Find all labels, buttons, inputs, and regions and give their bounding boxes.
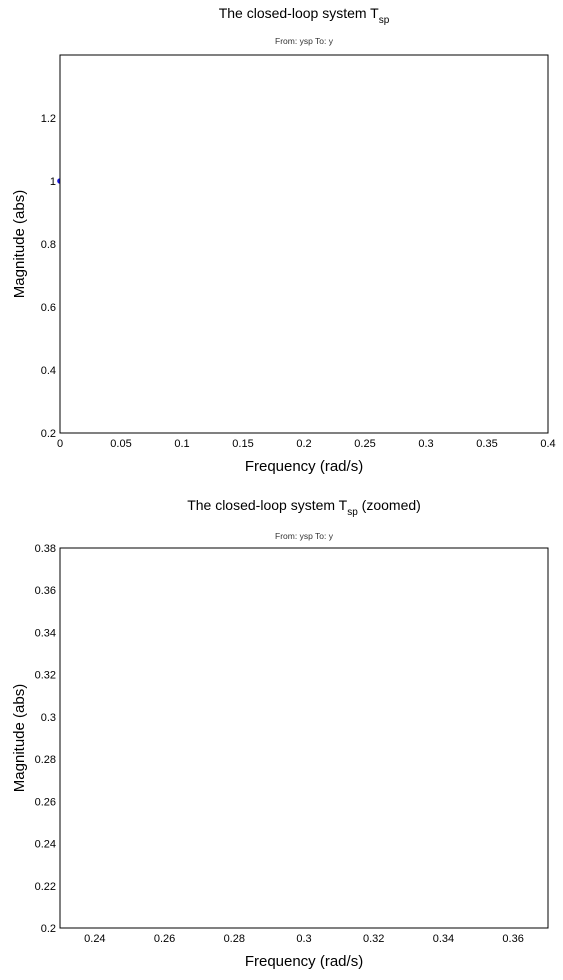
y-tick-label: 0.2 — [41, 428, 56, 440]
y-axis-label: Magnitude (abs) — [11, 684, 28, 792]
x-tick-label: 0.4 — [540, 438, 555, 450]
chart-title-main: The closed-loop system T — [219, 5, 379, 21]
y-tick-label: 0.3 — [41, 712, 56, 724]
io-label: From: ysp To: y — [275, 36, 334, 46]
x-axis-label: Frequency (rad/s) — [245, 458, 363, 475]
x-tick-label: 0.32 — [363, 933, 384, 945]
x-tick-label: 0.05 — [110, 438, 131, 450]
y-tick-label: 0.36 — [35, 585, 56, 597]
y-tick-label: 0.28 — [35, 754, 56, 766]
chart-title-main: The closed-loop system T — [187, 497, 347, 513]
chart-1: The closed-loop system Tsp From: ysp To: … — [11, 5, 556, 475]
y-tick-label: 1 — [50, 176, 56, 188]
y-tick-label: 0.38 — [35, 543, 56, 555]
y-tick-label: 0.8 — [41, 239, 56, 251]
y-tick-label: 1.2 — [41, 113, 56, 125]
chart-2: The closed-loop system Tsp (zoomed) From:… — [11, 497, 549, 970]
chart-title-subscript: sp — [347, 507, 358, 518]
plot-frame — [59, 54, 549, 434]
x-tick-label: 0.24 — [84, 933, 105, 945]
x-tick-label: 0.36 — [502, 933, 523, 945]
x-tick-label: 0.3 — [296, 933, 311, 945]
x-tick-label: 0 — [57, 438, 63, 450]
chart-title: The closed-loop system Tsp (zoomed) — [187, 497, 421, 518]
x-tick-label: 0.26 — [154, 933, 175, 945]
y-tick-label: 0.22 — [35, 881, 56, 893]
y-tick-label: 0.24 — [35, 839, 56, 851]
x-tick-label: 0.3 — [418, 438, 433, 450]
y-tick-label: 0.26 — [35, 796, 56, 808]
io-label: From: ysp To: y — [275, 531, 334, 541]
y-tick-label: 0.2 — [41, 923, 56, 935]
y-tick-label: 0.34 — [35, 627, 56, 639]
x-tick-label: 0.15 — [232, 438, 253, 450]
x-tick-label: 0.1 — [174, 438, 189, 450]
x-tick-label: 0.34 — [433, 933, 454, 945]
chart-title: The closed-loop system Tsp — [219, 5, 390, 26]
plot-frame — [59, 547, 549, 929]
x-axis-label: Frequency (rad/s) — [245, 953, 363, 970]
x-tick-label: 0.2 — [296, 438, 311, 450]
x-tick-label: 0.35 — [476, 438, 497, 450]
y-tick-label: 0.32 — [35, 670, 56, 682]
y-tick-label: 0.4 — [41, 365, 56, 377]
chart-title-subscript: sp — [379, 15, 390, 26]
x-tick-label: 0.28 — [224, 933, 245, 945]
chart-title-suffix: (zoomed) — [358, 497, 421, 513]
x-tick-label: 0.25 — [354, 438, 375, 450]
y-axis-label: Magnitude (abs) — [11, 190, 28, 298]
y-tick-label: 0.6 — [41, 302, 56, 314]
